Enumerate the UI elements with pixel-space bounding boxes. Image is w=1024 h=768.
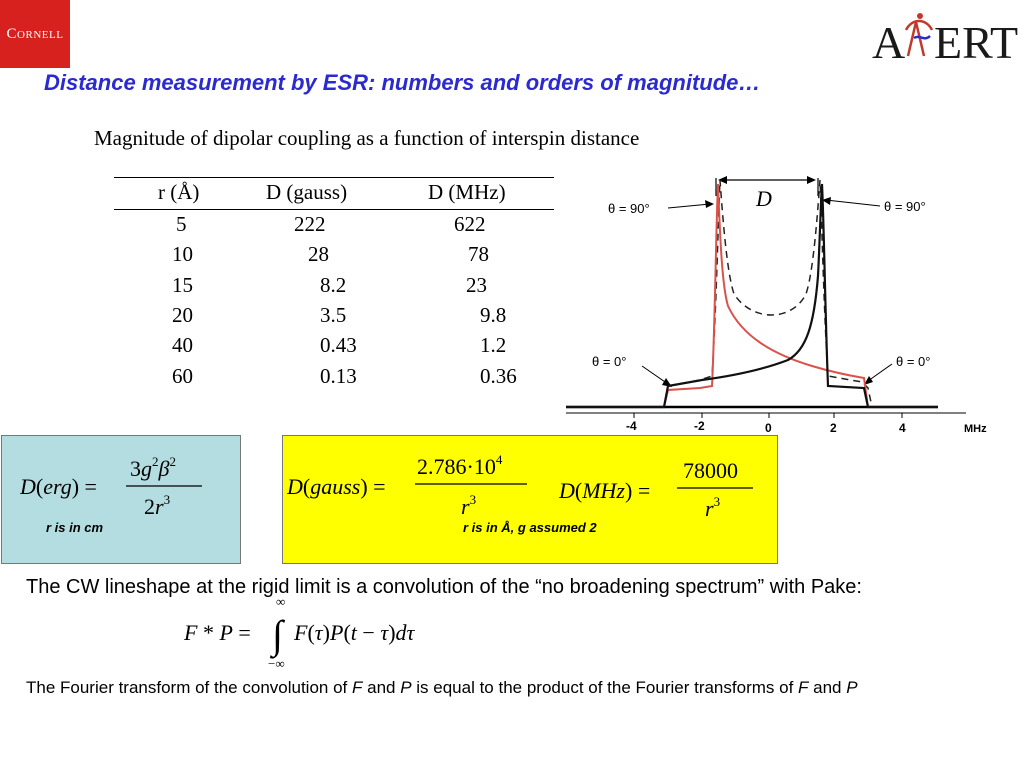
pake-black-line (566, 183, 938, 409)
table-cell-r: 15 (172, 273, 193, 297)
cornell-logo: Cornell (0, 0, 70, 68)
x-tick-label: 0 (765, 421, 772, 435)
erg-unit-note: r is in cm (46, 520, 104, 535)
mhz-formula-lhs: D(MHz) = (559, 478, 650, 503)
fourier-text-3: is equal to the product of the Fourier t… (411, 678, 799, 697)
table-cell-d-mhz: 0.36 (480, 364, 517, 388)
dipolar-coupling-table: r (Å) D (gauss) D (MHz) 5 222 622 10 28 … (114, 172, 554, 397)
theta-0-right-arrow (867, 363, 893, 382)
acert-logo-text-ert: ERT (934, 17, 1018, 66)
gauss-mhz-unit-note: r is in Å, g assumed 2 (463, 520, 597, 535)
table-cell-d-gauss: 222 (294, 212, 326, 236)
acert-logo-emblem (904, 13, 934, 57)
fourier-text-2: and (362, 678, 401, 697)
table-header-rule (114, 209, 554, 210)
table-caption: Magnitude of dipolar coupling as a funct… (94, 126, 640, 150)
acert-logo-text-a: A (872, 17, 905, 66)
x-tick-label: -4 (626, 419, 637, 433)
page-title: Distance measurement by ESR: numbers and… (44, 70, 761, 95)
table-header-r: r (Å) (158, 180, 200, 204)
gauss-formula-denominator: r3 (461, 492, 476, 519)
erg-formula: D(erg) = 3g2β2 2r3 (20, 454, 202, 519)
gauss-mhz-formula-box: D(gauss) = 2.786·104 r3 D(MHz) = 78000 r… (282, 435, 778, 564)
gauss-formula-numerator: 2.786·104 (417, 452, 503, 479)
theta-90-left-arrow (667, 203, 711, 209)
theta-0-left-label: θ = 0° (592, 354, 626, 369)
fourier-symbol-f: F (352, 678, 363, 697)
theta-90-left-arrowhead (705, 200, 714, 208)
convolution-integral: F * P = ∞ ∫ −∞ F(τ)P(t − τ)dτ (183, 598, 416, 670)
fourier-symbol-f: F (798, 678, 809, 697)
table-cell-d-gauss: 0.43 (320, 333, 357, 357)
table-header-d-mhz: D (MHz) (428, 180, 506, 204)
theta-0-left-arrow (641, 365, 669, 385)
theta-90-right-arrow (825, 199, 881, 207)
table-header-d-gauss: D (gauss) (266, 180, 348, 204)
theta-0-right-arrowhead (864, 376, 873, 385)
convolution-paragraph: The CW lineshape at the rigid limit is a… (26, 576, 862, 598)
theta-90-right-arrowhead (822, 197, 831, 205)
table-cell-d-mhz: 1.2 (480, 333, 507, 357)
mhz-formula-denominator: r3 (705, 494, 720, 521)
table-cell-r: 60 (172, 364, 193, 388)
fourier-text-4: and (808, 678, 847, 697)
gauss-formula-lhs: D(gauss) = (287, 474, 386, 499)
x-tick-label: -2 (694, 419, 705, 433)
table-cell-r: 40 (172, 333, 193, 357)
x-tick-label: 2 (830, 421, 837, 435)
fourier-paragraph: The Fourier transform of the convolution… (26, 675, 956, 700)
theta-90-right-label: θ = 90° (884, 199, 926, 214)
d-arrow-head-right (807, 176, 816, 184)
pake-dashed-line (566, 179, 938, 408)
integral-upper-limit: ∞ (276, 598, 285, 609)
table-cell-d-mhz: 9.8 (480, 303, 507, 327)
theta-90-left-label: θ = 90° (608, 201, 650, 216)
pake-pattern-figure: D θ = 90° θ = 90° θ = 0° θ = 0° -4 -2 0 … (566, 176, 987, 435)
theta-0-right-label: θ = 0° (896, 354, 930, 369)
integral-sign: ∫ (269, 612, 286, 659)
erg-formula-denominator: 2r3 (144, 492, 170, 519)
integral-lower-limit: −∞ (268, 656, 285, 670)
cornell-logo-text: Cornell (6, 25, 64, 42)
fourier-symbol-p: P (400, 678, 412, 697)
table-top-rule (114, 177, 554, 178)
table-cell-d-gauss: 3.5 (320, 303, 347, 327)
gauss-formula: D(gauss) = 2.786·104 r3 (287, 452, 527, 519)
fourier-symbol-p: P (846, 678, 858, 697)
table-cell-d-mhz: 622 (454, 212, 486, 236)
erg-formula-lhs: D(erg) = (20, 474, 97, 499)
convolution-lhs: F * P = (183, 620, 251, 645)
x-tick-label: 4 (899, 421, 906, 435)
table-cell-d-gauss: 0.13 (320, 364, 357, 388)
acert-logo: A ERT (872, 13, 1018, 66)
table-cell-r: 10 (172, 242, 193, 266)
table-cell-d-gauss: 8.2 (320, 273, 347, 297)
table-cell-r: 20 (172, 303, 193, 327)
table-cell-r: 5 (176, 212, 187, 236)
table-cell-d-mhz: 23 (466, 273, 487, 297)
mhz-formula: D(MHz) = 78000 r3 (559, 458, 753, 521)
pake-red-line (566, 183, 938, 408)
d-arrow-label: D (755, 186, 772, 211)
d-arrow-head-left (718, 176, 727, 184)
x-axis-unit: MHz (964, 423, 987, 435)
table-cell-d-gauss: 28 (308, 242, 329, 266)
erg-formula-numerator: 3g2β2 (130, 454, 176, 481)
convolution-integrand: F(τ)P(t − τ)dτ (293, 620, 416, 645)
table-cell-d-mhz: 78 (468, 242, 489, 266)
erg-formula-box: D(erg) = 3g2β2 2r3 r is in cm (1, 435, 241, 564)
fourier-text-1: The Fourier transform of the convolution… (26, 678, 352, 697)
mhz-formula-numerator: 78000 (683, 458, 738, 483)
